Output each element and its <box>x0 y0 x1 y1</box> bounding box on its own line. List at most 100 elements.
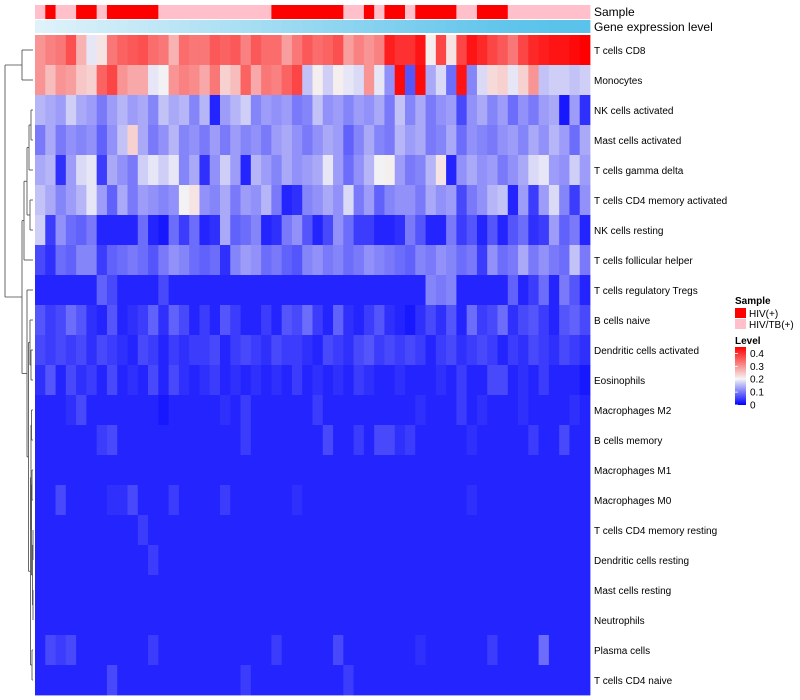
heatmap-cell <box>45 485 56 516</box>
heatmap-cell <box>333 245 344 276</box>
heatmap-cell <box>384 185 396 216</box>
heatmap-cell <box>271 35 283 66</box>
heatmap-cell <box>291 245 303 276</box>
heatmap-cell <box>148 545 159 576</box>
heatmap-cell <box>446 515 457 546</box>
sample-annotation-cell <box>579 5 591 19</box>
heatmap-cell <box>158 365 170 396</box>
sample-annotation-cell <box>86 5 98 19</box>
heatmap-cell <box>86 335 98 366</box>
heatmap-cell <box>507 515 519 546</box>
heatmap-cell <box>374 425 385 456</box>
heatmap-cell <box>579 425 591 456</box>
heatmap-cell <box>466 395 478 426</box>
heatmap-cell <box>117 605 128 636</box>
heatmap-cell <box>55 275 67 306</box>
heatmap-cell <box>148 245 159 276</box>
heatmap-cell <box>117 65 128 96</box>
heatmap-cell <box>189 575 200 606</box>
heatmap-cell <box>65 95 77 126</box>
heatmap-cell <box>199 575 211 606</box>
heatmap-cell <box>220 185 231 216</box>
heatmap-cell <box>65 365 77 396</box>
heatmap-cell <box>168 35 180 66</box>
heatmap-cell <box>466 425 478 456</box>
heatmap-cell <box>55 155 67 186</box>
heatmap-cell <box>333 35 344 66</box>
heatmap-cell <box>230 245 241 276</box>
heatmap-cell <box>281 275 293 306</box>
expression-annotation-cell <box>261 20 272 33</box>
heatmap-cell <box>394 155 406 186</box>
heatmap-cell <box>55 95 67 126</box>
heatmap-cell <box>497 275 509 306</box>
heatmap-cell <box>425 395 437 426</box>
heatmap-cell <box>240 305 252 336</box>
heatmap-cell <box>281 35 293 66</box>
sample-annotation-cell <box>384 5 396 19</box>
heatmap-cell <box>281 455 293 486</box>
heatmap-cell <box>291 35 303 66</box>
heatmap-cell <box>425 65 437 96</box>
sample-annotation-cell <box>199 5 211 19</box>
heatmap-cell <box>487 335 498 366</box>
heatmap-cell <box>374 185 385 216</box>
heatmap-cell <box>548 305 560 336</box>
heatmap-cell <box>302 215 313 246</box>
heatmap-cell <box>199 215 211 246</box>
heatmap-cell <box>435 605 447 636</box>
heatmap-cell <box>559 425 570 456</box>
row-label: Macrophages M2 <box>594 406 672 417</box>
heatmap-cell <box>456 665 468 696</box>
heatmap-cell <box>189 635 200 666</box>
heatmap-cell <box>518 185 529 216</box>
heatmap-cell <box>456 515 468 546</box>
heatmap-cell <box>415 395 426 426</box>
heatmap-cell <box>466 335 478 366</box>
heatmap-cell <box>353 245 365 276</box>
heatmap-cell <box>76 335 87 366</box>
heatmap-cell <box>199 335 211 366</box>
heatmap-cell <box>466 515 478 546</box>
row-label: B cells naive <box>594 316 651 327</box>
heatmap-cell <box>435 305 447 336</box>
heatmap-cell <box>117 245 128 276</box>
heatmap-cell <box>394 575 406 606</box>
heatmap-cell <box>446 605 457 636</box>
heatmap-cell <box>106 485 118 516</box>
heatmap-cell <box>497 335 509 366</box>
heatmap-cell <box>158 125 170 156</box>
heatmap-cell <box>281 95 293 126</box>
heatmap-cell <box>291 275 303 306</box>
sample-annotation-cell <box>528 5 540 19</box>
heatmap-cell <box>96 425 108 456</box>
heatmap-cell <box>127 335 139 366</box>
expression-annotation-cell <box>250 20 262 33</box>
heatmap-cell <box>96 65 108 96</box>
heatmap-cell <box>55 65 67 96</box>
heatmap-cell <box>456 95 468 126</box>
heatmap-cell <box>363 305 375 336</box>
sample-annotation-cell <box>76 5 87 19</box>
heatmap-cell <box>394 365 406 396</box>
row-label: Eosinophils <box>594 376 645 387</box>
heatmap-cell <box>65 335 77 366</box>
heatmap-cell <box>363 335 375 366</box>
heatmap-cell <box>291 215 303 246</box>
expression-annotation-cell <box>466 20 478 33</box>
heatmap-cell <box>240 125 252 156</box>
heatmap-cell <box>271 125 283 156</box>
heatmap-cell <box>230 515 241 546</box>
heatmap-cell <box>86 305 98 336</box>
heatmap-cell <box>148 305 159 336</box>
heatmap-cell <box>405 215 416 246</box>
heatmap-cell <box>137 515 149 546</box>
heatmap-cell <box>363 215 375 246</box>
heatmap-cell <box>394 125 406 156</box>
heatmap-cell <box>384 665 396 696</box>
heatmap-cell <box>127 545 139 576</box>
expression-annotation-cell <box>137 20 149 33</box>
heatmap-cell <box>291 425 303 456</box>
heatmap-cell <box>86 185 98 216</box>
